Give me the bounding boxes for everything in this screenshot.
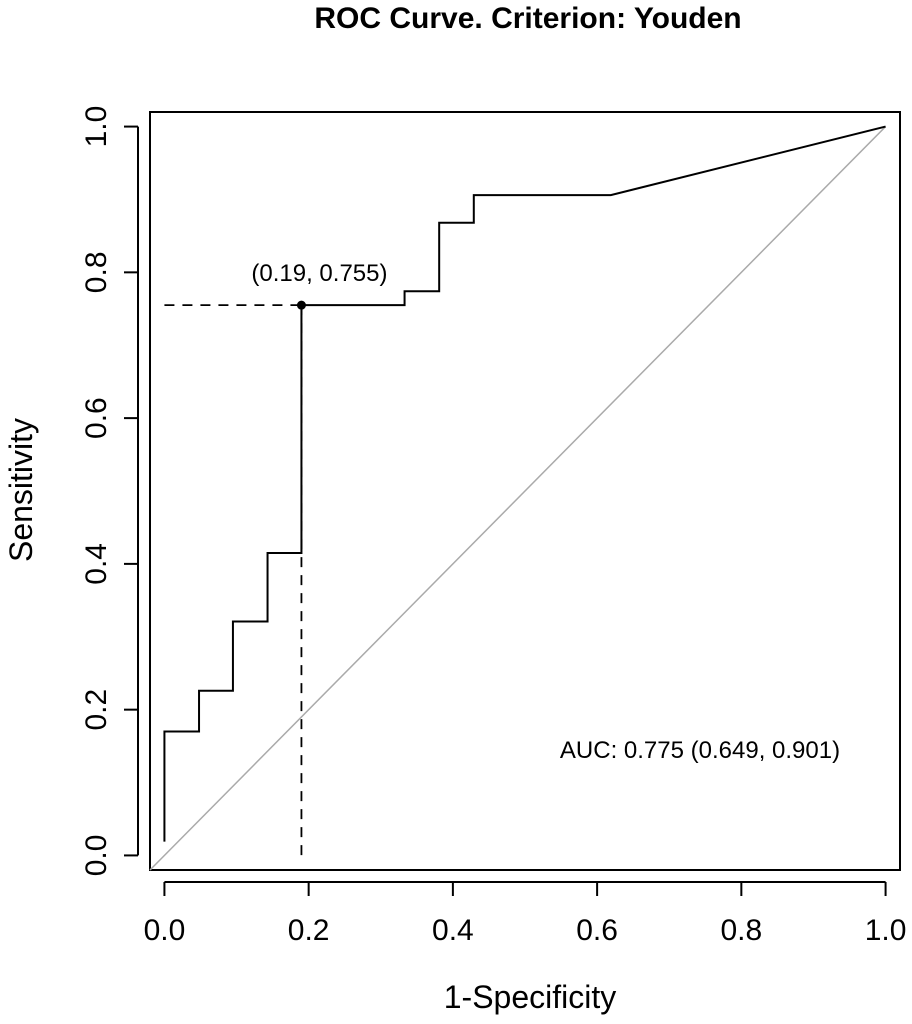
roc-curve-layer bbox=[163, 125, 886, 842]
roc-curve-line bbox=[163, 125, 886, 842]
y-axis: 0.0 0.2 0.4 0.6 0.8 1.0 bbox=[80, 106, 139, 877]
x-tick-label: 0.4 bbox=[432, 914, 474, 947]
chart-title: ROC Curve. Criterion: Youden bbox=[314, 2, 741, 35]
x-axis: 0.0 0.2 0.4 0.6 0.8 1.0 bbox=[144, 881, 907, 947]
x-tick-label: 0.6 bbox=[576, 914, 618, 947]
x-axis-label: 1-Specificity bbox=[444, 979, 617, 1015]
y-tick-label: 0.6 bbox=[80, 397, 113, 439]
optimal-point-marker bbox=[296, 300, 306, 310]
x-tick-label: 0.8 bbox=[720, 914, 762, 947]
optimal-point-label: (0.19, 0.755) bbox=[251, 260, 387, 287]
y-tick-label: 0.4 bbox=[80, 543, 113, 585]
y-axis-label: Sensitivity bbox=[3, 418, 39, 562]
y-tick-label: 0.0 bbox=[80, 835, 113, 877]
plot-frame bbox=[149, 111, 901, 871]
y-tick-label: 0.8 bbox=[80, 251, 113, 293]
y-tick-label: 1.0 bbox=[80, 106, 113, 148]
x-tick-label: 1.0 bbox=[865, 914, 907, 947]
x-tick-label: 0.0 bbox=[144, 914, 186, 947]
x-tick-label: 0.2 bbox=[288, 914, 330, 947]
y-tick-label: 0.2 bbox=[80, 689, 113, 731]
optimal-point-guides bbox=[164, 304, 303, 856]
auc-label: AUC: 0.775 (0.649, 0.901) bbox=[560, 737, 840, 764]
reference-diagonal-line bbox=[149, 126, 887, 871]
reference-layer bbox=[149, 126, 887, 871]
